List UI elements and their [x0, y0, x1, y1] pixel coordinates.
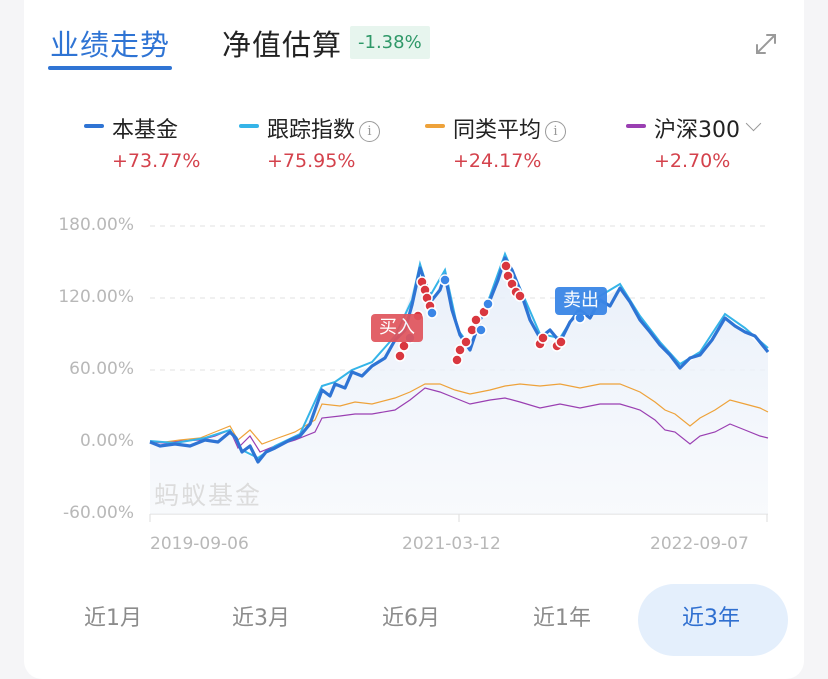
legend-swatch: [239, 124, 259, 128]
legend-label-text: 同类平均: [453, 118, 542, 143]
x-tick: 2022-09-07: [650, 534, 749, 554]
info-icon[interactable]: i: [359, 121, 381, 142]
legend-return: +2.70%: [654, 150, 731, 172]
legend-return: +75.95%: [267, 150, 356, 172]
legend-swatch: [425, 124, 445, 128]
tab-nav-estimate[interactable]: 净值估算: [222, 28, 343, 62]
trade-markers: [394, 260, 586, 366]
range-tab-1m[interactable]: 近1月: [84, 606, 142, 631]
tab-performance[interactable]: 业绩走势: [50, 28, 171, 62]
fund-line: [149, 256, 770, 464]
y-tick: 120.00%: [58, 287, 134, 307]
range-tab-3m[interactable]: 近3月: [232, 606, 290, 631]
y-tick: 60.00%: [69, 359, 134, 379]
legend-return: +73.77%: [112, 150, 201, 172]
csi300-line: [149, 387, 769, 453]
legend-label: 同类平均 i: [453, 112, 567, 144]
estimate-change-badge: -1.38%: [350, 26, 430, 59]
info-icon[interactable]: i: [545, 121, 567, 142]
x-tick: 2019-09-06: [150, 534, 249, 554]
range-tab-6m[interactable]: 近6月: [382, 606, 440, 631]
x-tick: 2021-03-12: [402, 534, 501, 554]
y-tick: 0.00%: [79, 431, 134, 451]
legend-label-text: 沪深300: [654, 118, 740, 143]
range-tab-3y-label[interactable]: 近3年: [682, 606, 740, 631]
category-average-line: [150, 383, 769, 445]
range-tab-1y[interactable]: 近1年: [533, 606, 591, 631]
legend-return: +24.17%: [453, 150, 542, 172]
legend-label: 沪深300: [654, 112, 762, 144]
legend-label: 跟踪指数 i: [267, 112, 381, 144]
range-tab-3y[interactable]: [638, 584, 788, 656]
buy-marker-label[interactable]: 买入: [371, 314, 423, 342]
chart-watermark: 蚂蚁基金: [154, 481, 263, 510]
legend-label-text: 跟踪指数: [267, 118, 356, 143]
expand-arrows-icon[interactable]: [752, 30, 780, 58]
y-tick: -60.00%: [63, 503, 134, 523]
legend-swatch: [626, 124, 646, 128]
sell-marker-label[interactable]: 卖出: [555, 287, 607, 315]
legend-swatch: [84, 124, 104, 128]
legend-label: 本基金: [112, 118, 179, 143]
active-tab-underline: [48, 66, 172, 70]
y-tick: 180.00%: [58, 215, 134, 235]
